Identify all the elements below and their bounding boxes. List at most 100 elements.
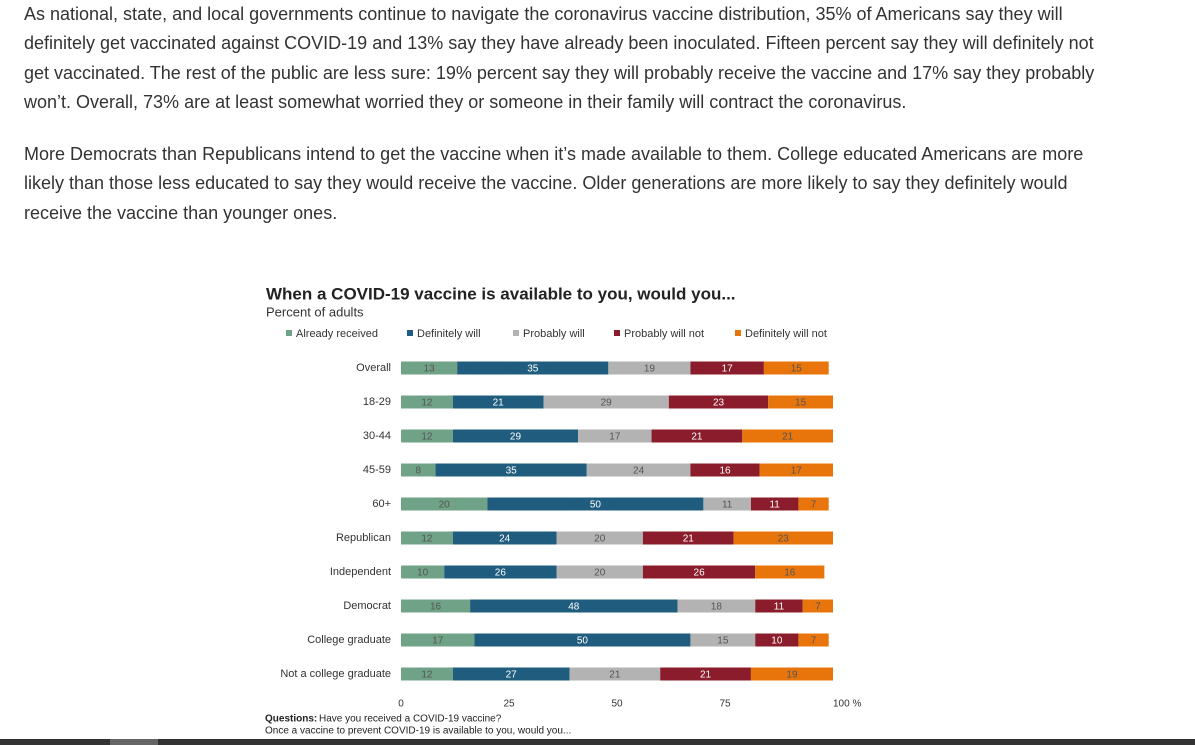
y-tick-label: Independent [330, 566, 391, 578]
bar-segment [452, 429, 579, 443]
bar-segment [435, 463, 587, 477]
bar-segment [755, 565, 825, 579]
bar-segment [401, 633, 475, 647]
data-label: 8 [415, 466, 421, 477]
legend-swatch [513, 330, 519, 336]
bar-segment [452, 531, 557, 545]
question: Have you received a COVID-19 vaccine? [319, 714, 502, 725]
data-label: 11 [774, 602, 785, 613]
x-tick-label: 100 % [833, 699, 861, 710]
data-label: 21 [691, 432, 703, 443]
bar-segment [452, 395, 544, 409]
chart-subtitle: Percent of adults [266, 304, 364, 319]
y-tick-label: 30-44 [363, 430, 391, 442]
data-label: 20 [594, 568, 606, 579]
data-label: 12 [421, 534, 433, 545]
bar-segment [401, 497, 488, 511]
bar-segment [642, 531, 734, 545]
data-label: 50 [590, 500, 602, 511]
bar-segment [690, 361, 764, 375]
data-label: 21 [782, 432, 794, 443]
paragraph: As national, state, and local government… [24, 4, 1095, 112]
scrollbar-thumb[interactable] [110, 739, 158, 745]
bar-segment [487, 497, 704, 511]
data-label: 29 [510, 432, 522, 443]
data-label: 19 [786, 670, 798, 681]
data-label: 21 [683, 534, 695, 545]
bar-segment [470, 599, 678, 613]
y-tick-label: Democrat [343, 600, 391, 612]
bar-segment [642, 565, 756, 579]
bar-segment [578, 429, 652, 443]
bar-segment [401, 395, 453, 409]
data-label: 27 [506, 670, 518, 681]
data-label: 19 [644, 364, 656, 375]
bar-segment [444, 565, 557, 579]
data-label: 15 [717, 636, 729, 647]
data-label: 21 [609, 670, 621, 681]
bar-segment [401, 599, 471, 613]
data-label: 10 [417, 568, 429, 579]
legend-swatch [286, 330, 292, 336]
data-label: 18 [711, 602, 723, 613]
legend-swatch [735, 330, 741, 336]
bar-segment [755, 599, 803, 613]
bar-segment [401, 429, 453, 443]
bar-segment [569, 667, 661, 681]
bar-segment [759, 463, 833, 477]
data-label: 16 [430, 602, 442, 613]
chart-title: When a COVID-19 vaccine is available to … [266, 284, 736, 303]
bar-segment [690, 463, 760, 477]
y-tick-label: 18-29 [363, 396, 391, 408]
legend-swatch [614, 330, 620, 336]
bar-segment [556, 531, 643, 545]
bar-segment [690, 633, 756, 647]
bar-segment [651, 429, 743, 443]
bar-segment [763, 361, 829, 375]
bar-segment [750, 497, 799, 511]
paragraph: More Democrats than Republicans intend t… [24, 144, 1084, 223]
legend-label: Definitely will [417, 328, 481, 340]
bar-segment [703, 497, 751, 511]
x-tick-label: 25 [503, 699, 515, 710]
bar-segment [742, 429, 833, 443]
legend-label: Already received [296, 328, 378, 340]
data-label: 29 [601, 398, 613, 409]
data-label: 11 [769, 500, 780, 511]
bar-segment [401, 361, 458, 375]
y-tick-label: Not a college graduate [280, 668, 391, 680]
bar-segment [543, 395, 669, 409]
data-label: 17 [609, 432, 621, 443]
data-label: 16 [719, 466, 731, 477]
bar-segment [733, 531, 833, 545]
data-label: 17 [722, 364, 734, 375]
data-label: 12 [421, 398, 433, 409]
bar-segment [586, 463, 691, 477]
bar-segment [457, 361, 609, 375]
data-label: 24 [633, 466, 645, 477]
data-label: 11 [722, 500, 733, 511]
bar-segment [608, 361, 691, 375]
scrollbar-track [0, 739, 1195, 745]
data-label: 13 [424, 364, 436, 375]
data-label: 20 [439, 500, 451, 511]
y-tick-label: 60+ [372, 498, 391, 510]
y-tick-label: Republican [336, 532, 391, 544]
x-tick-label: 0 [398, 699, 404, 710]
bar-segment [556, 565, 643, 579]
bar-segment [452, 667, 570, 681]
bar-segment [401, 565, 445, 579]
data-label: 35 [527, 364, 539, 375]
bar-segment [401, 667, 453, 681]
bar-segment [750, 667, 833, 681]
x-tick-label: 50 [611, 699, 623, 710]
data-label: 15 [791, 364, 803, 375]
questions-label: Questions: [265, 714, 317, 725]
data-label: 50 [577, 636, 589, 647]
data-label: 17 [432, 636, 444, 647]
data-label: 48 [568, 602, 580, 613]
data-label: 24 [499, 534, 511, 545]
bar-segment [401, 463, 436, 477]
data-label: 21 [493, 398, 505, 409]
